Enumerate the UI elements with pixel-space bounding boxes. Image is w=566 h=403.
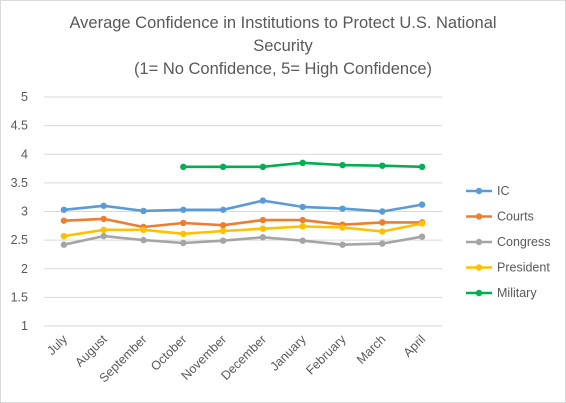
y-tick-label: 1: [21, 319, 28, 333]
data-point-president: [379, 228, 386, 235]
gridlines: [44, 96, 442, 327]
chart-title: Average Confidence in Institutions to Pr…: [69, 14, 496, 78]
legend-item-military: Military: [466, 286, 537, 300]
y-tick-label: 4: [21, 147, 28, 161]
data-point-congress: [140, 236, 147, 244]
series-military: [180, 159, 426, 171]
series-ic: [60, 197, 426, 215]
series-line-congress: [62, 234, 424, 246]
y-tick-label: 4.5: [11, 119, 28, 133]
data-point-military: [180, 163, 187, 171]
data-point-congress: [219, 237, 227, 244]
y-tick-label: 3: [21, 205, 28, 219]
data-point-ic: [418, 201, 426, 208]
chart-title-line-2: Security: [253, 37, 313, 55]
data-point-courts: [219, 222, 227, 229]
series-line-president: [62, 222, 424, 238]
data-point-ic: [259, 197, 267, 204]
data-point-ic: [140, 207, 147, 215]
legend-item-ic: IC: [466, 184, 510, 198]
legend-item-president: President: [466, 261, 550, 275]
chart-subtitle: (1= No Confidence, 5= High Confidence): [134, 60, 432, 78]
data-point-military: [339, 161, 346, 169]
legend-label: Congress: [497, 235, 551, 249]
data-point-congress: [180, 239, 187, 247]
data-point-military: [259, 163, 267, 171]
data-point-courts: [299, 216, 306, 224]
data-point-congress: [60, 241, 68, 248]
data-point-president: [100, 226, 107, 234]
data-point-ic: [180, 206, 187, 213]
series-line-ic: [62, 199, 424, 213]
legend-swatch-marker: [475, 187, 483, 195]
data-point-ic: [100, 202, 107, 209]
x-tick-label: August: [72, 332, 110, 370]
data-point-president: [259, 225, 267, 232]
legend-swatch-marker: [475, 213, 483, 220]
series-courts: [60, 215, 426, 231]
x-tick-label: July: [44, 332, 70, 358]
data-point-courts: [60, 217, 68, 224]
data-point-military: [379, 162, 386, 169]
data-point-military: [299, 159, 306, 167]
data-point-congress: [259, 234, 267, 241]
data-point-courts: [100, 215, 107, 223]
y-tick-label: 2.5: [11, 233, 28, 247]
legend-swatch-marker: [475, 264, 483, 271]
data-point-ic: [299, 203, 306, 211]
y-tick-label: 5: [21, 90, 28, 104]
data-point-courts: [259, 216, 267, 224]
legend-swatch-marker: [475, 289, 483, 297]
legend-label: Courts: [497, 210, 534, 224]
data-point-president: [219, 227, 227, 235]
data-point-congress: [100, 232, 107, 240]
data-point-president: [60, 232, 68, 240]
data-point-ic: [379, 208, 386, 215]
y-tick-label: 1.5: [11, 290, 28, 304]
legend-swatch-marker: [475, 238, 483, 246]
legend-label: IC: [497, 184, 510, 198]
series-congress: [60, 232, 426, 248]
data-point-courts: [180, 219, 187, 227]
data-point-courts: [379, 219, 386, 226]
x-tick-label: February: [303, 332, 349, 378]
data-point-congress: [339, 241, 346, 248]
data-point-ic: [219, 206, 227, 213]
series-line-courts: [62, 217, 424, 229]
legend-label: President: [497, 261, 550, 275]
data-point-ic: [60, 206, 68, 213]
legend-item-congress: Congress: [466, 235, 551, 249]
data-point-president: [339, 224, 346, 231]
data-point-president: [180, 230, 187, 238]
data-point-congress: [418, 233, 426, 240]
data-point-military: [418, 163, 426, 171]
data-point-congress: [299, 237, 306, 244]
chart-title-line-1: Average Confidence in Institutions to Pr…: [69, 14, 496, 32]
data-point-president: [299, 223, 306, 230]
data-point-ic: [339, 205, 346, 212]
legend: IC Courts Congress President Military: [466, 184, 551, 300]
data-point-president: [140, 226, 147, 234]
y-tick-label: 2: [21, 262, 28, 276]
data-point-president: [418, 220, 426, 227]
data-point-military: [219, 163, 227, 171]
series-president: [60, 220, 426, 240]
data-point-congress: [379, 240, 386, 247]
x-tick-label: March: [354, 332, 388, 366]
x-axis: July AugustSeptemberOctoberNovemberDecemb…: [44, 332, 428, 386]
y-axis: 1 1.5 2 2.5 3 3.5 4 4.5 5: [11, 90, 28, 333]
legend-item-courts: Courts: [466, 210, 534, 224]
y-tick-label: 3.5: [11, 176, 28, 190]
series-lines: [60, 159, 426, 248]
legend-label: Military: [497, 286, 537, 300]
x-tick-label: April: [401, 332, 429, 360]
